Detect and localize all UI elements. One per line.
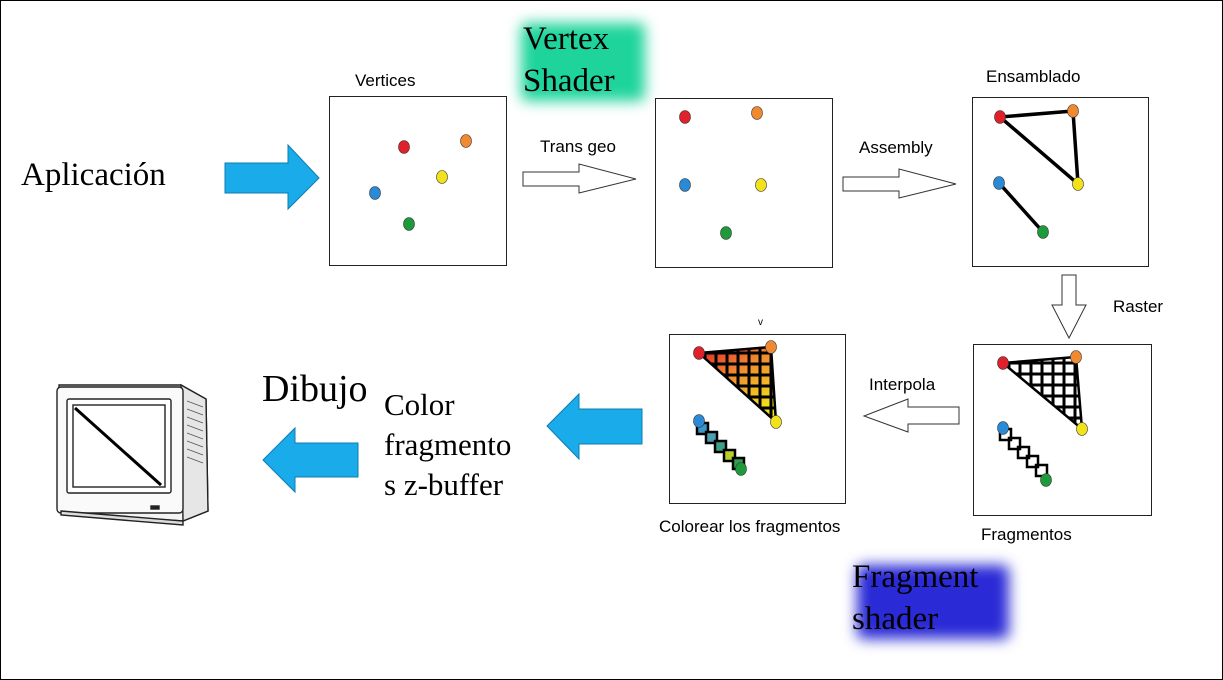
dibujo-label: Dibujo: [262, 368, 368, 410]
vertex-orange: [460, 134, 472, 148]
vertex-green: [720, 226, 732, 240]
raster-fragments: [997, 350, 1088, 487]
trans-geo-arrow: [522, 163, 637, 194]
fragmentos-label: Fragmentos: [981, 525, 1072, 544]
vertex-yellow: [755, 178, 767, 192]
vertex-green: [403, 217, 415, 231]
vertex-shader-label-line2: Shader: [523, 63, 615, 99]
triangle-edges: [998, 109, 1081, 189]
vertex-blue: [997, 421, 1009, 435]
transformed-vertices-box: [655, 98, 833, 268]
vertex-orange: [751, 106, 763, 120]
vertices-box: [329, 96, 507, 266]
vertices-label: Vertices: [355, 71, 416, 90]
vertex-blue: [679, 178, 691, 192]
vertex-orange: [1070, 350, 1082, 364]
line-primitive: [997, 181, 1045, 234]
color-fragments-label-line2: fragmento: [384, 427, 512, 462]
vertex-red: [997, 356, 1009, 370]
vertex-green: [1040, 473, 1052, 487]
raster-arrow: [1051, 274, 1087, 340]
vertex-yellow: [1076, 422, 1088, 436]
vertex-blue: [693, 414, 705, 428]
draw-arrow: [262, 426, 359, 494]
assembly-arrow: [842, 168, 957, 199]
colorear-label: Colorear los fragmentos: [659, 517, 841, 536]
colored-fragments: [693, 340, 782, 476]
ensamblado-label: Ensamblado: [986, 67, 1081, 86]
vertex-blue: [993, 176, 1005, 190]
vertex-red: [693, 346, 705, 360]
transformed-vertices-points: [679, 106, 767, 240]
vertex-green: [1037, 225, 1049, 239]
raster-label: Raster: [1113, 297, 1164, 316]
color-fragments-label-line3: s z-buffer: [384, 467, 504, 502]
color-fragments-label-line1: Color: [384, 387, 455, 422]
vertex-orange: [765, 340, 777, 354]
vertex-red: [679, 110, 691, 124]
interpola-label: Interpola: [869, 375, 936, 394]
crt-monitor-icon: [56, 383, 209, 526]
interpola-arrow: [862, 398, 960, 433]
vertex-red: [398, 140, 410, 154]
vertices-points: [369, 134, 472, 231]
fragment-shader-label-line1: Fragment: [852, 559, 979, 595]
fragment-shader-highlight: [857, 565, 1009, 639]
tick-mark: v: [758, 317, 763, 328]
application-label: Aplicación: [21, 157, 166, 193]
assembly-label: Assembly: [859, 138, 933, 157]
vertex-yellow: [1072, 177, 1084, 191]
vertex-shader-highlight: [521, 23, 645, 101]
vertex-green: [735, 462, 747, 476]
application-arrow: [224, 143, 320, 211]
vertex-blue: [369, 186, 381, 200]
vertex-yellow: [770, 415, 782, 429]
vertex-yellow: [436, 170, 448, 184]
vertex-red: [994, 110, 1006, 124]
vertex-orange: [1067, 104, 1079, 118]
trans-geo-label: Trans geo: [540, 137, 616, 156]
fragment-shader-label-line2: shader: [852, 601, 939, 637]
color-fragments-arrow: [546, 392, 643, 461]
assembled-primitives: [993, 104, 1084, 239]
vertex-shader-label-line1: Vertex: [523, 21, 610, 57]
